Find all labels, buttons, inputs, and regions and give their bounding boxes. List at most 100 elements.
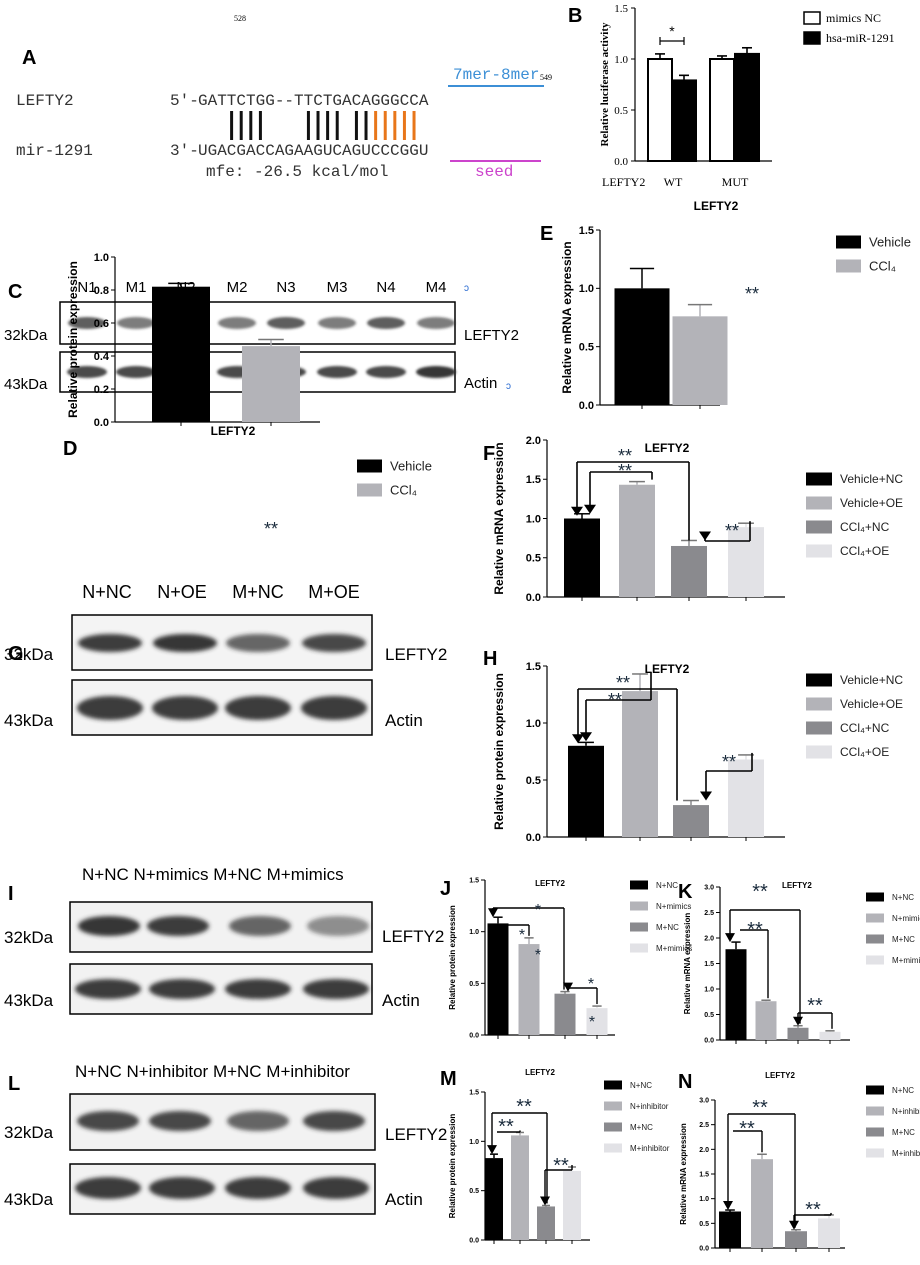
lane-labels-g: N+NC N+OE M+NC M+OE <box>82 582 360 602</box>
legend-swatch-ccl-oe <box>806 544 832 558</box>
legend-swatch-vehicle-oe <box>806 496 832 510</box>
y-tick-label: 0.4 <box>94 351 110 363</box>
actin-label-g: Actin <box>385 711 423 730</box>
y-tick-label: 1.5 <box>526 474 541 486</box>
y-tick-label: 0.5 <box>699 1221 709 1228</box>
legend-label-m-nc: M+NC <box>656 923 679 932</box>
y-tick-label: 2.0 <box>704 935 714 942</box>
panel-label-c: C <box>8 281 22 303</box>
base-pair-lines <box>230 111 416 140</box>
significance-marker: ** <box>616 673 630 693</box>
group-label: LEFTY2 <box>602 175 645 189</box>
legend-swatch-n-mimics <box>630 901 648 911</box>
protein-band <box>78 916 140 936</box>
legend-swatch-n-inhibitor <box>604 1101 622 1111</box>
y-tick-label: 0.0 <box>469 1032 479 1039</box>
significance-marker: * <box>589 1014 595 1031</box>
legend-swatch-m-nc <box>866 1127 884 1137</box>
panel-label-d: D <box>63 438 77 460</box>
western-blot-g: G N+NC N+OE M+NC M+OE 32kDa 43kDa LEFTY2 Ac… <box>4 582 447 736</box>
bar-mut-mimics-nc <box>709 58 735 162</box>
protein-band <box>366 366 406 378</box>
y-axis-label: Relative protein expression <box>66 261 80 418</box>
bands-actin-l <box>75 1177 369 1199</box>
arrow-head <box>789 1220 799 1230</box>
chart-title: LEFTY2 <box>645 662 690 676</box>
bar-n-nc <box>487 923 509 1035</box>
significance-marker: ** <box>608 690 622 710</box>
y-tick-label: 1.0 <box>526 513 541 525</box>
y-tick-label: 1.5 <box>469 877 479 884</box>
lane-labels-i: N+NC N+mimics M+NC M+mimics <box>82 865 344 884</box>
bands-lefty2-c <box>68 317 455 329</box>
bar-vehicle <box>614 288 670 405</box>
legend-label-n-inhibitor: N+inhibitor <box>630 1102 669 1111</box>
bar-n-inhibitor <box>751 1159 773 1248</box>
legend-swatch-n-nc <box>866 1085 884 1095</box>
legend-label-vehicle-oe: Vehicle+OE <box>840 697 903 711</box>
significance-marker: ** <box>807 995 823 1017</box>
bar-ccl4-nc <box>671 545 707 597</box>
lane-label-m-oe: M+OE <box>308 582 360 602</box>
protein-band <box>225 979 291 999</box>
protein-band <box>77 1111 139 1131</box>
legend-swatch-ccl <box>836 259 861 273</box>
kda-43-g: 43kDa <box>4 711 54 730</box>
protein-band <box>149 1177 215 1199</box>
legend-label-ccl-oe: CCl₄+OE <box>840 745 889 759</box>
y-tick-label: 3.0 <box>699 1097 709 1104</box>
legend-swatch-m-nc <box>604 1122 622 1132</box>
significance-marker: ** <box>618 446 632 466</box>
legend-swatch-ccl-oe <box>806 745 832 759</box>
lefty2-prefix: 5'- <box>170 92 199 110</box>
actin-label-l: Actin <box>385 1190 423 1209</box>
arrow-head <box>580 732 592 742</box>
mfe-value: mfe: -26.5 kcal/mol <box>206 163 388 181</box>
protein-band <box>149 979 215 999</box>
arrow-head <box>584 504 596 514</box>
lane-label-n4: N4 <box>376 279 395 296</box>
protein-band <box>367 317 405 329</box>
legend-swatch-vehicle <box>836 235 861 249</box>
protein-band <box>225 696 291 720</box>
arrow-head <box>488 908 498 918</box>
bar-ccl4 <box>242 346 300 422</box>
significance-marker: * <box>588 976 594 993</box>
bar-n-nc <box>719 1211 741 1248</box>
legend-swatch-ccl <box>357 483 382 497</box>
y-tick-label: 0.5 <box>579 342 594 354</box>
bands-actin-g <box>77 696 367 720</box>
y-tick-label: 0.5 <box>526 553 541 565</box>
protein-band <box>153 634 217 652</box>
significance-marker: ** <box>752 1097 768 1119</box>
bar-vehicle-oe <box>622 691 658 837</box>
y-tick-label: 1.5 <box>526 661 541 673</box>
legend-label-vehicle: Vehicle <box>869 235 911 250</box>
bands-lefty2-l <box>77 1111 365 1131</box>
bar-m-mimics <box>819 1031 841 1040</box>
significance-marker: ** <box>618 461 632 481</box>
chart-title: LEFTY2 <box>694 199 739 213</box>
kda-32-g: 32kDa <box>4 645 54 664</box>
y-tick-label: 1.0 <box>614 54 628 66</box>
arrow-head <box>700 791 712 801</box>
legend-label-ccl: CCl₄ <box>869 259 896 274</box>
chart-j: J 0.0 0.5 1.0 1.5 Relative protein expressio… <box>440 877 692 1039</box>
lane-label-n-nc: N+NC <box>82 582 132 602</box>
y-axis-label: Relative protein expression <box>448 1114 457 1219</box>
legend-swatch-n-nc <box>630 880 648 890</box>
significance-marker: ** <box>264 519 278 539</box>
protein-band <box>301 696 367 720</box>
chart-title: LEFTY2 <box>525 1068 555 1077</box>
chart-n: N 0.0 0.5 1.0 1.5 2.0 2.5 3.0 Relative mRNA exp… <box>678 1071 920 1252</box>
legend-swatch-vehicle-oe <box>806 697 832 711</box>
mark-glyph: ↄ <box>506 381 511 392</box>
lane-labels-l: N+NC N+inhibitor M+NC M+inhibitor <box>75 1062 350 1081</box>
y-axis-label: Relative mRNA expression <box>560 241 574 393</box>
legend-label-n-mimics: N+mimics <box>656 902 691 911</box>
bar-m-nc <box>537 1206 555 1240</box>
y-axis-label: Relative protein expression <box>448 905 457 1010</box>
lane-label-m1: M1 <box>126 279 147 296</box>
kda-32-i: 32kDa <box>4 928 54 947</box>
